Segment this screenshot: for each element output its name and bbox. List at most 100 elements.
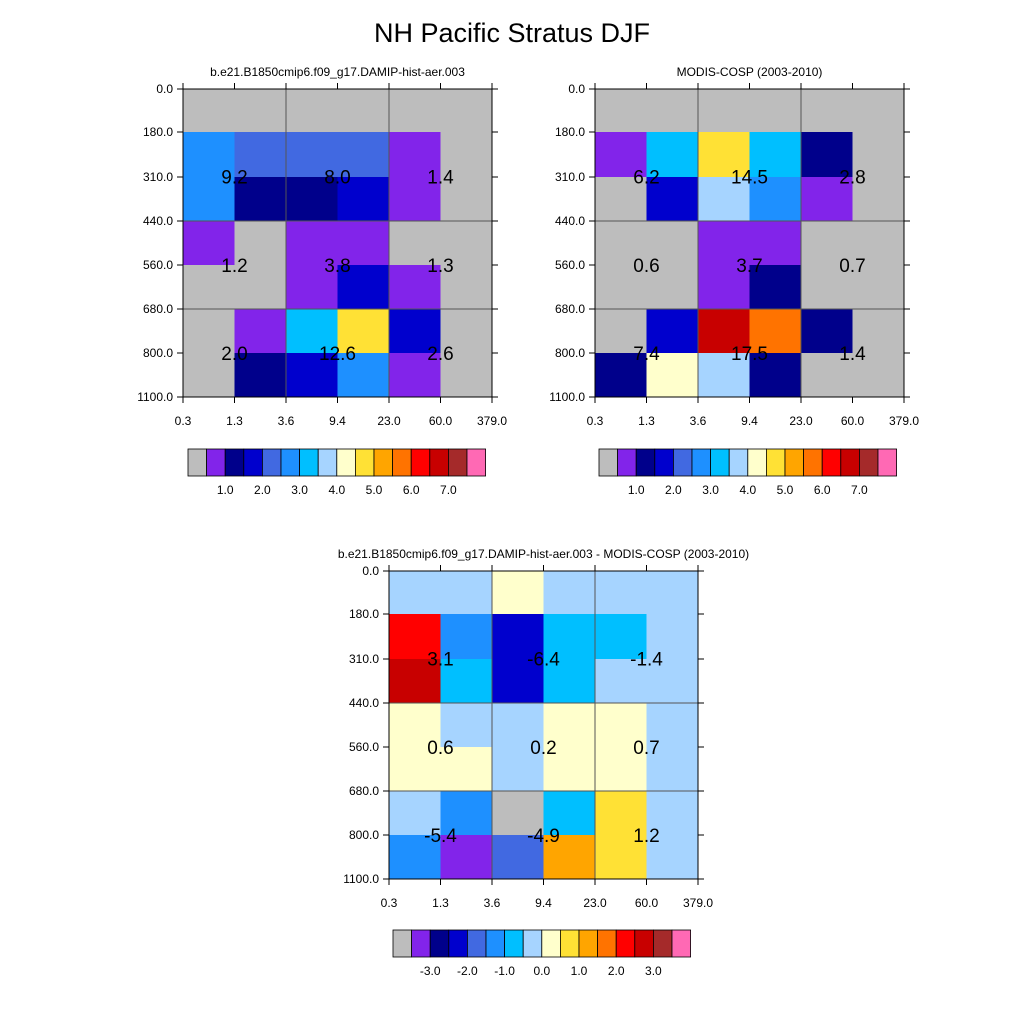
heatmap-cell [749,265,802,310]
colorbar-swatch [392,448,412,477]
box-value-label: 12.6 [319,344,356,365]
colorbar: 1.0 2.0 3.0 4.0 5.0 6.0 7.0 [187,448,487,497]
colorbar-swatch [877,448,898,477]
heatmap-cell [286,132,338,178]
colorbar-swatch [578,929,599,958]
heatmap-cell [183,89,235,133]
panel-title: b.e21.B1850cmip6.f09_g17.DAMIP-hist-aer.… [210,65,465,79]
heatmap-cell [492,747,544,792]
colorbar-swatch [429,448,449,477]
heatmap-cell [852,265,905,310]
heatmap-cell [595,89,647,133]
heatmap-cell [183,353,235,398]
colorbar-swatch [615,929,636,958]
box-value-label: -6.4 [527,650,560,671]
heatmap-cell [646,132,699,178]
colorbar-label: 6.0 [814,483,831,497]
heatmap-cell [543,791,596,836]
colorbar-label: 2.0 [254,483,271,497]
x-tick-label: 9.4 [535,896,552,910]
colorbar-label: 3.0 [702,483,719,497]
heatmap-cell [646,353,699,398]
heatmap-cell [183,309,235,354]
heatmap-cell [646,571,699,615]
box-value-label: 6.2 [633,168,659,189]
heatmap-cell [698,221,750,266]
figure-title: NH Pacific Stratus DJF [373,18,651,48]
x-tick-label: 379.0 [889,414,919,428]
colorbar-swatch [410,448,431,477]
colorbar-swatch [821,448,842,477]
heatmap-cell [801,353,853,398]
x-tick-label: 60.0 [841,414,865,428]
y-tick-label: 560.0 [143,258,173,272]
colorbar-swatch [299,448,319,477]
heatmap-cell [543,614,596,660]
heatmap-cell [337,221,390,266]
panel-title: b.e21.B1850cmip6.f09_g17.DAMIP-hist-aer.… [338,547,749,561]
colorbar-swatch [447,448,468,477]
heatmap-cell [595,177,647,222]
colorbar-swatch [187,448,208,477]
heatmap-cell [440,791,493,836]
y-tick-label: 1100.0 [549,390,585,404]
x-tick-label: 0.3 [587,414,604,428]
box-value-label: 1.3 [427,256,453,277]
heatmap-cell [234,89,287,133]
heatmap-cell [595,221,647,266]
colorbar-swatch [635,448,656,477]
heatmap-cell [234,177,287,222]
heatmap-cell [852,132,905,178]
heatmap-cell [389,571,441,615]
colorbar-swatch [784,448,805,477]
y-tick-label: 310.0 [555,170,585,184]
heatmap-cell [492,571,544,615]
heatmap-cell [440,571,493,615]
colorbar-swatch [654,448,674,477]
box-value-label: 0.2 [530,738,556,759]
heatmap-cell [698,353,750,398]
heatmap-cell [286,221,338,266]
x-tick-label: 23.0 [789,414,813,428]
x-tick-label: 1.3 [432,896,449,910]
heatmap-cell [440,747,493,792]
panel-1: b.e21.B1850cmip6.f09_g17.DAMIP-hist-aer.… [137,65,507,497]
box-value-label: 0.6 [633,256,659,277]
heatmap-cell [801,132,853,178]
heatmap-cell [389,747,441,792]
colorbar-swatch [560,929,580,958]
heatmap-cell [595,571,647,615]
heatmap-cell [595,747,647,792]
heatmap-cell [749,353,802,398]
colorbar-swatch [522,929,543,958]
y-tick-label: 0.0 [156,82,173,96]
heatmap-cell [595,703,647,748]
box-value-label: 2.6 [427,344,453,365]
heatmap-cell [440,309,493,354]
heatmap-cell [234,353,287,398]
colorbar-swatch [411,929,431,958]
colorbar-label: -1.0 [494,964,515,978]
heatmap-cell [646,265,699,310]
colorbar-label: -3.0 [420,964,441,978]
box-value-label: 9.2 [221,168,247,189]
colorbar-label: 7.0 [851,483,868,497]
heatmap-cell [389,353,441,398]
colorbar-label: 3.0 [291,483,308,497]
heatmap-cell [646,309,699,354]
heatmap-cell [852,221,905,266]
box-value-label: 3.7 [736,256,762,277]
heatmap-cell [286,353,338,398]
heatmap-cell [389,614,441,660]
heatmap-cell [801,309,853,354]
colorbar-swatch [224,448,245,477]
box-value-label: 2.8 [839,168,865,189]
heatmap-cell [595,353,647,398]
heatmap-cell [389,221,441,266]
colorbar-swatch [429,929,450,958]
colorbar-label: 2.0 [665,483,682,497]
heatmap-cell [183,265,235,310]
colorbar-label: 4.0 [739,483,756,497]
heatmap-cell [440,659,493,704]
y-tick-label: 1100.0 [343,872,379,886]
